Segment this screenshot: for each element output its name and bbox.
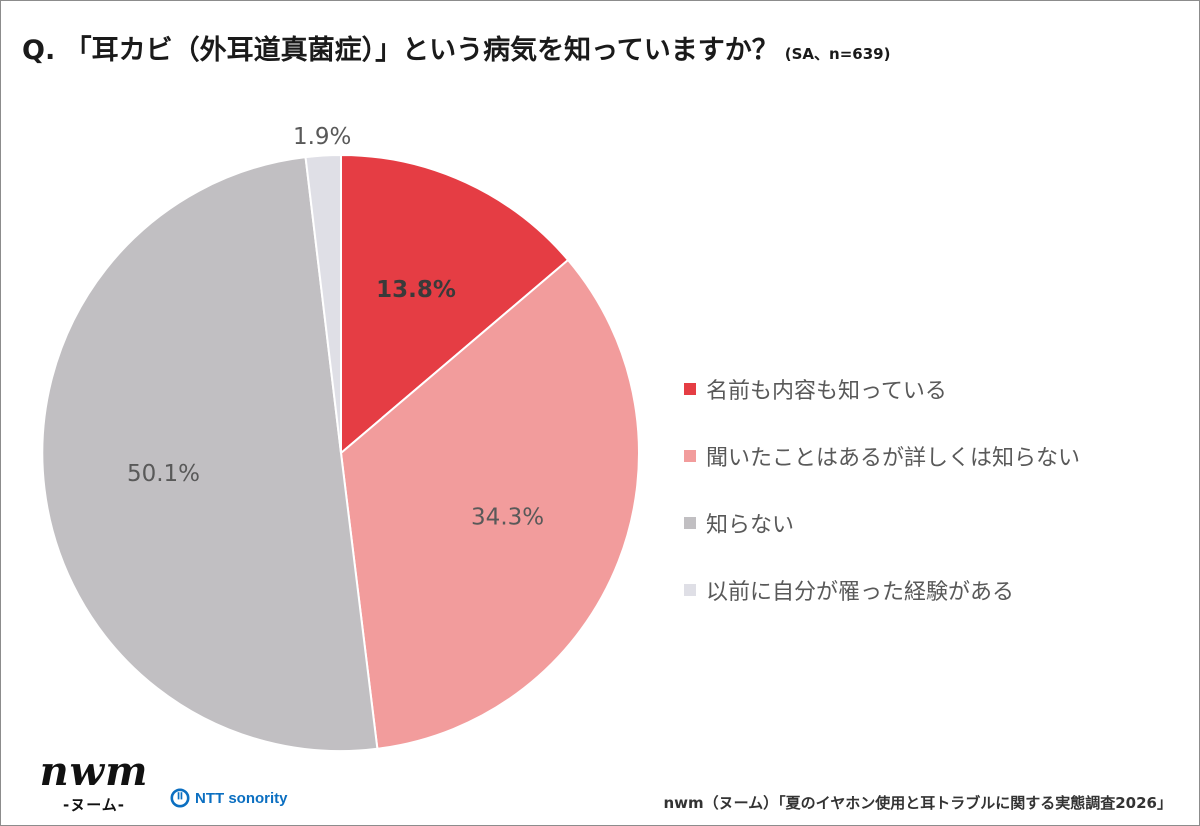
data-label-experienced: 1.9% xyxy=(293,124,351,150)
nwm-logo-kana: -ヌーム- xyxy=(62,796,125,814)
nwm-logo-word: nwm xyxy=(39,748,149,795)
ntt-logo-icon xyxy=(170,788,190,808)
chart-title: Q. 「耳カビ（外耳道真菌症）」という病気を知っていますか？ (SA、n=639) xyxy=(22,28,890,67)
legend-label: 名前も内容も知っている xyxy=(706,379,947,404)
pie-slice-experienced xyxy=(304,153,342,454)
pie-slice-known xyxy=(340,153,570,456)
legend-swatch xyxy=(684,584,696,596)
data-label-known: 13.8% xyxy=(376,277,456,303)
legend: 名前も内容も知っている 聞いたことはあるが詳しくは知らない 知らない 以前に自分… xyxy=(684,372,1080,640)
data-label-unknown: 50.1% xyxy=(127,461,200,487)
question-text: Q. 「耳カビ（外耳道真菌症）」という病気を知っていますか？ xyxy=(22,35,779,66)
legend-label: 聞いたことはあるが詳しくは知らない xyxy=(706,446,1081,471)
legend-item-experienced: 以前に自分が罹った経験がある xyxy=(684,573,1080,607)
ntt-sonority-logo: NTT sonority xyxy=(170,788,288,808)
legend-item-unknown: 知らない xyxy=(684,506,1080,540)
legend-item-known: 名前も内容も知っている xyxy=(684,372,1080,406)
data-label-heard: 34.3% xyxy=(471,505,544,531)
legend-swatch xyxy=(684,517,696,529)
legend-label: 知らない xyxy=(706,513,795,538)
pie-slice-unknown xyxy=(41,156,379,753)
pie-slice-heard xyxy=(339,258,640,750)
ntt-logo-text: NTT sonority xyxy=(195,789,288,807)
legend-swatch xyxy=(684,450,696,462)
nwm-logo: nwm -ヌーム- xyxy=(30,752,158,815)
legend-item-heard: 聞いたことはあるが詳しくは知らない xyxy=(684,439,1080,473)
legend-label: 以前に自分が罹った経験がある xyxy=(706,580,1015,605)
source-note: nwm（ヌーム）「夏のイヤホン使用と耳トラブルに関する実態調査2026」 xyxy=(663,794,1172,812)
legend-swatch xyxy=(684,383,696,395)
sample-size-note: (SA、n=639) xyxy=(784,45,891,63)
